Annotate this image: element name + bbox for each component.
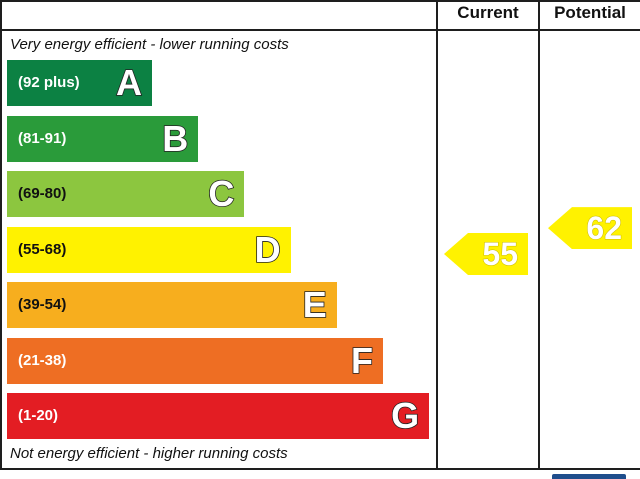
band-g: (1-20) G — [7, 393, 430, 439]
tab-stub — [552, 474, 626, 479]
band-range-label: (55-68) — [18, 240, 67, 258]
band-a: (92 plus) A — [7, 60, 152, 106]
band-range-label: (39-54) — [18, 296, 67, 313]
band-range-label: (81-91) — [18, 129, 67, 147]
header-divider — [0, 29, 640, 31]
band-c: (69-80) C — [7, 171, 245, 217]
band-b: (81-91) B — [7, 115, 199, 162]
band-d: (55-68) D — [7, 226, 291, 273]
band-letter: A — [115, 61, 143, 104]
left-border — [0, 0, 2, 470]
potential-rating-arrow: 62 — [548, 207, 632, 250]
band-letter: G — [390, 394, 420, 437]
column-divider-current — [436, 0, 438, 470]
band-range-label: (92 plus) — [18, 74, 80, 91]
potential-header: Potential — [554, 3, 626, 22]
top-border — [0, 0, 640, 2]
band-f: (21-38) F — [7, 337, 383, 384]
band-letter: B — [161, 117, 189, 160]
band-letter: C — [208, 172, 236, 215]
band-range-label: (1-20) — [18, 407, 59, 424]
band-range-label: (21-38) — [18, 351, 67, 369]
band-range-label: (69-80) — [18, 185, 67, 202]
potential-rating-value: 62 — [586, 210, 623, 247]
current-rating-arrow: 55 — [444, 233, 528, 275]
band-letter: E — [302, 283, 328, 326]
top-caption: Very energy efficient - lower running co… — [10, 36, 289, 53]
band-e: (39-54) E — [7, 282, 337, 328]
current-rating-value: 55 — [482, 236, 519, 273]
bottom-border — [0, 468, 640, 470]
band-letter: F — [350, 339, 374, 382]
band-letter: D — [254, 228, 282, 271]
bottom-caption: Not energy efficient - higher running co… — [10, 445, 288, 462]
column-divider-potential — [538, 0, 540, 470]
current-header: Current — [457, 3, 519, 22]
